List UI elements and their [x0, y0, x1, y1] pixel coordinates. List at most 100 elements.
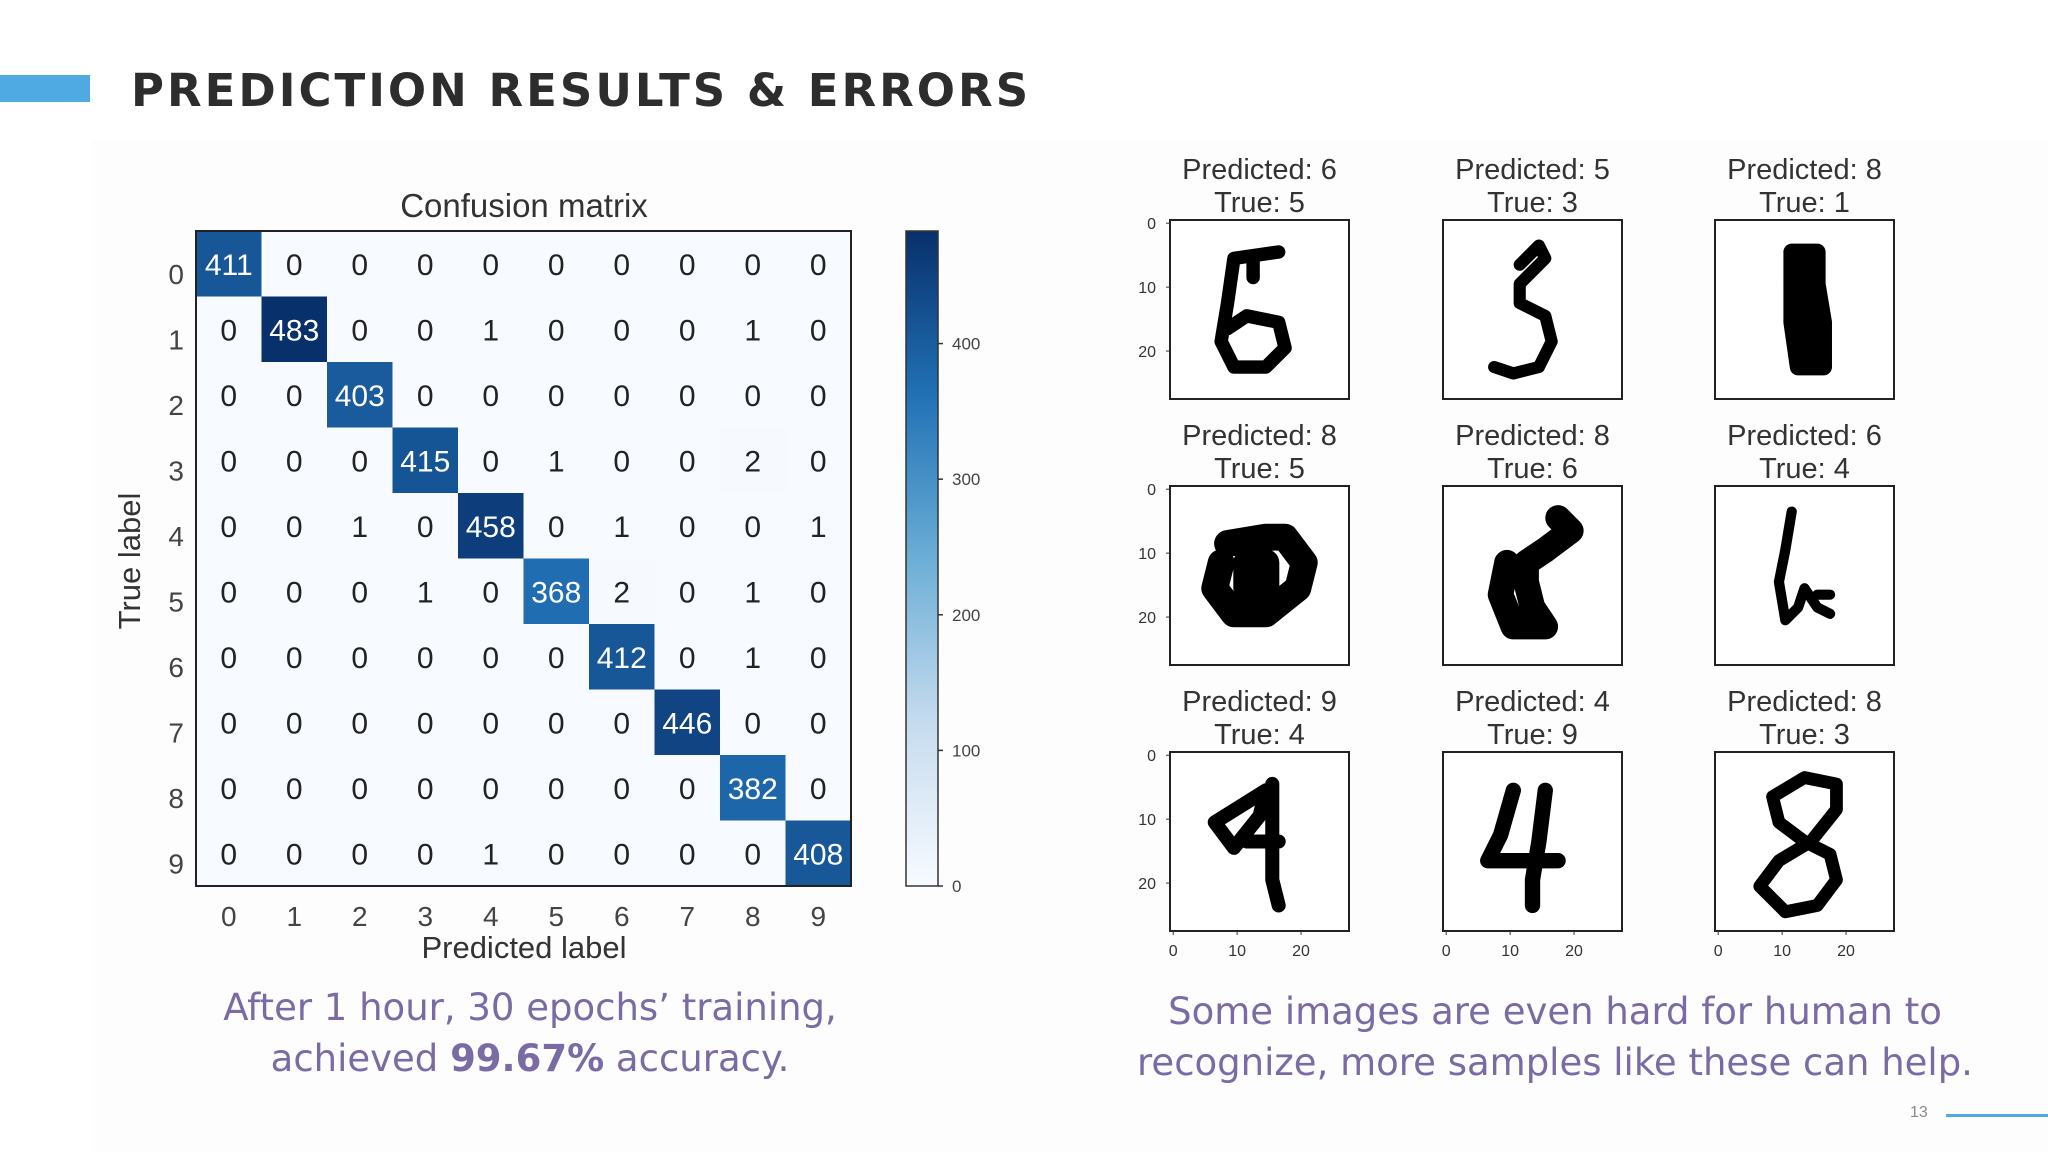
y-tick-label: 5 — [168, 586, 184, 617]
cm-cell-value: 1 — [744, 642, 761, 675]
true-label: True: 1 — [1759, 187, 1850, 219]
cm-cell — [720, 231, 786, 297]
colorbar-tick-label: 100 — [952, 741, 980, 760]
cm-cell-value: 0 — [351, 642, 368, 675]
cm-cell — [785, 231, 852, 297]
cm-cell-value: 0 — [417, 314, 434, 347]
cm-cell-value: 0 — [417, 511, 434, 544]
cm-cell — [392, 493, 459, 559]
cm-cell — [458, 231, 524, 297]
cm-cell — [720, 493, 786, 559]
cm-cell — [523, 558, 590, 625]
colorbar-tick-label: 0 — [952, 877, 961, 896]
true-label: True: 5 — [1214, 187, 1305, 219]
cm-cell — [589, 296, 655, 363]
cm-cell-value: 0 — [548, 314, 565, 347]
cm-cell-value: 0 — [548, 773, 565, 806]
digit-image — [1773, 506, 1836, 626]
cm-cell — [589, 689, 655, 756]
digit-stroke — [1207, 776, 1286, 913]
cm-cell-value: 0 — [744, 511, 761, 544]
accuracy-value: 99.67% — [450, 1037, 605, 1080]
cm-cell-value: 0 — [810, 773, 827, 806]
cm-cell — [654, 624, 721, 690]
digit-image-frame — [1714, 485, 1895, 666]
cm-cell-value: 0 — [220, 642, 237, 675]
cm-cell-value: 0 — [417, 838, 434, 871]
y-tick-label: 20 — [1138, 344, 1156, 361]
cm-cell — [720, 624, 786, 690]
cm-cell-value: 1 — [482, 838, 499, 871]
cm-cell — [720, 820, 786, 887]
cm-cell-value: 0 — [417, 249, 434, 282]
cm-cell-value: 0 — [482, 249, 499, 282]
cm-cell-value: 0 — [679, 511, 696, 544]
cm-cell-value: 2 — [744, 445, 761, 478]
cm-cell-value: 0 — [351, 249, 368, 282]
cm-cell — [196, 755, 262, 821]
cm-cell-value: 0 — [482, 380, 499, 413]
cm-cell-value: 0 — [220, 773, 237, 806]
cm-cell-value: 458 — [466, 511, 516, 544]
cm-cell-value: 0 — [417, 773, 434, 806]
cm-cell — [327, 689, 393, 756]
cm-cell-value: 403 — [335, 380, 385, 413]
cm-cell — [589, 427, 655, 494]
cm-cell — [327, 296, 393, 363]
y-tick-label: 0 — [168, 259, 184, 290]
cm-cell — [785, 755, 852, 821]
cm-cell-value: 0 — [679, 314, 696, 347]
cm-cell — [720, 755, 786, 821]
digit-stroke — [1480, 782, 1566, 914]
digit-image — [1214, 245, 1292, 374]
cm-cell-value: 0 — [482, 576, 499, 609]
cm-cell-value: 0 — [613, 838, 630, 871]
cm-cell — [261, 558, 328, 625]
true-label: True: 3 — [1487, 187, 1578, 219]
y-tick-label: 7 — [168, 717, 184, 748]
cm-cell-value: 411 — [205, 249, 253, 282]
cm-cell-value: 0 — [613, 707, 630, 740]
cm-cell — [654, 558, 721, 625]
cm-cell — [327, 493, 393, 559]
cm-cell — [392, 689, 459, 756]
cm-cell — [392, 231, 459, 297]
cm-cell-value: 0 — [286, 642, 303, 675]
cm-cell — [654, 689, 721, 756]
cm-cell — [523, 493, 590, 559]
accuracy-caption: After 1 hour, 30 epochs’ training, achie… — [180, 982, 880, 1084]
digit-stroke — [1773, 506, 1836, 626]
cm-cell — [523, 362, 590, 428]
x-tick-label: 10 — [1501, 943, 1519, 960]
cm-cell — [458, 296, 524, 363]
cm-cell-value: 408 — [793, 838, 843, 871]
x-tick-label: 5 — [548, 901, 564, 932]
cm-cell-value: 0 — [220, 838, 237, 871]
caption-text: achieved — [270, 1037, 451, 1080]
cm-cell — [327, 624, 393, 690]
cm-cell — [392, 820, 459, 887]
cm-cell — [720, 296, 786, 363]
x-tick-label: 8 — [745, 901, 761, 932]
cm-cell — [720, 362, 786, 428]
cm-cell — [654, 820, 721, 887]
cm-cell — [589, 624, 655, 690]
cm-cell-value: 0 — [351, 445, 368, 478]
samples-caption: Some images are even hard for human to r… — [1130, 986, 1980, 1088]
caption-line: recognize, more samples like these can h… — [1137, 1041, 1973, 1084]
cm-cell — [196, 231, 262, 297]
cm-cell-value: 1 — [810, 511, 827, 544]
cm-cell-value: 0 — [286, 773, 303, 806]
cm-cell — [261, 689, 328, 756]
cm-cell — [785, 689, 852, 756]
cm-cell-value: 0 — [613, 380, 630, 413]
cm-cell-value: 1 — [351, 511, 368, 544]
cm-cell-value: 0 — [810, 314, 827, 347]
cm-cell — [654, 755, 721, 821]
cm-cell — [458, 558, 524, 625]
predicted-label: Predicted: 8 — [1455, 420, 1610, 452]
cm-cell — [523, 427, 590, 494]
cm-cell — [523, 820, 590, 887]
digit-image — [1201, 523, 1318, 628]
